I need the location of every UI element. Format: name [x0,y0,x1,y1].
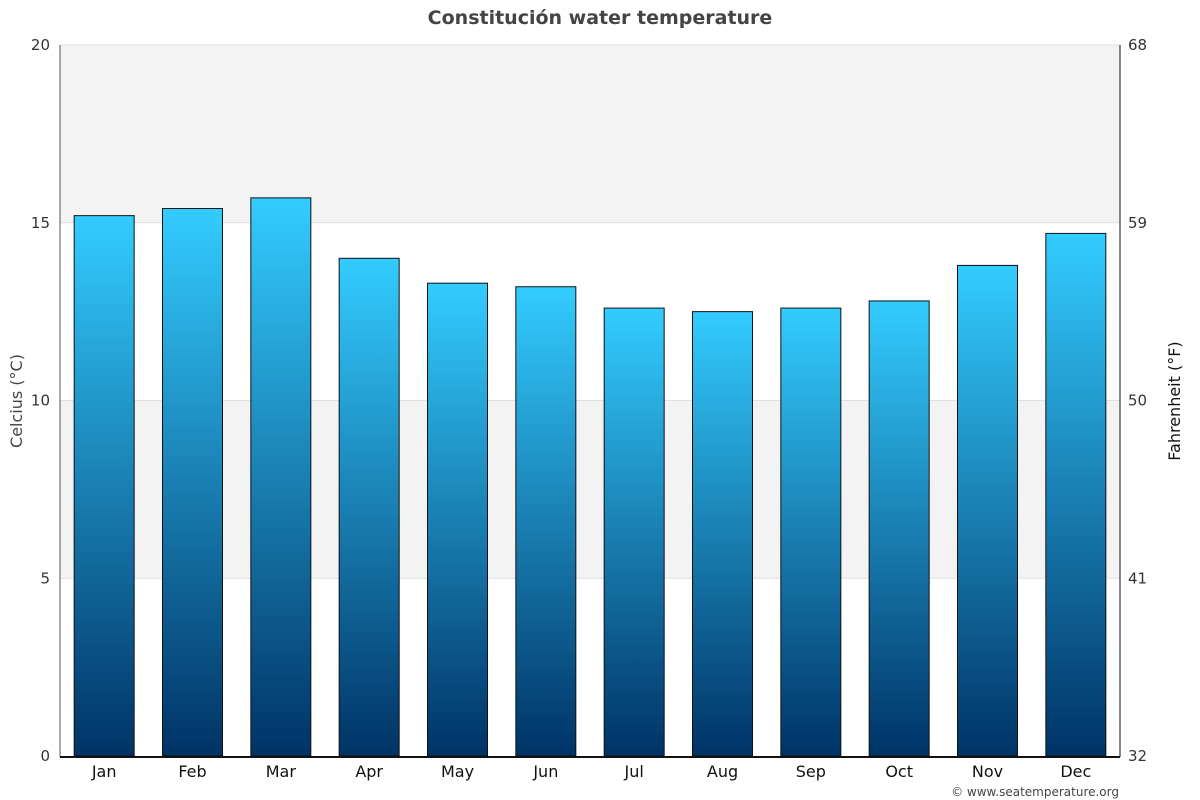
bar-sep [780,307,842,757]
bar-jun [515,286,577,757]
left-axis-ticks: 0 5 10 15 20 [31,36,50,765]
x-tick-label: Jun [532,762,558,781]
chart-title: Constitución water temperature [428,7,773,29]
bar-apr [338,257,400,757]
bar-aug [692,311,753,757]
y-tick-label-left: 15 [31,214,50,232]
y-tick-label-right: 41 [1128,569,1147,587]
y-tick-label-left: 20 [31,36,50,54]
y-axis-label-right: Fahrenheit (°F) [1165,341,1184,460]
bar-mar [250,197,312,757]
bar-nov [957,264,1018,757]
y-tick-label-left: 0 [40,747,50,765]
y-tick-label-right: 50 [1128,392,1147,410]
x-axis-ticks: Jan Feb Mar Apr May Jun Jul Aug Sep Oct Nov Dec [91,762,1091,781]
y-axis-label-left: Celcius (°C) [7,354,26,448]
y-tick-label-right: 68 [1128,36,1147,54]
bar-dec [1045,232,1107,757]
x-tick-label: Feb [178,762,206,781]
background-bands [60,45,1120,579]
y-tick-label-left: 5 [40,569,50,587]
x-tick-label: Aug [707,762,738,781]
credit-text: © www.seatemperature.org [951,785,1119,799]
background-band [60,45,1120,223]
y-tick-label-left: 10 [31,392,50,410]
bar-oct [868,300,930,757]
x-tick-label: Jan [91,762,117,781]
y-tick-label-right: 59 [1128,214,1147,232]
right-axis-ticks: 32 41 50 59 68 [1128,36,1147,765]
x-tick-label: May [441,762,474,781]
bar-feb [162,208,223,757]
gridlines [60,44,1120,579]
bar-may [427,282,488,757]
bar-jul [603,307,665,757]
x-tick-label: Jul [624,762,644,781]
background-band [60,400,1120,579]
x-tick-label: Sep [796,762,826,781]
x-tick-label: Mar [266,762,297,781]
bar-jan [73,215,135,757]
x-tick-label: Nov [972,762,1003,781]
x-tick-label: Dec [1060,762,1091,781]
y-tick-label-right: 32 [1128,747,1147,765]
x-tick-label: Apr [355,762,383,781]
x-tick-label: Oct [885,762,913,781]
